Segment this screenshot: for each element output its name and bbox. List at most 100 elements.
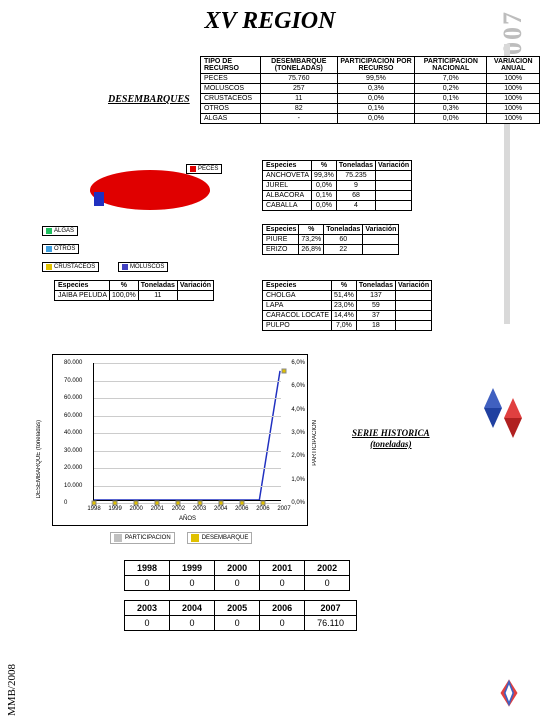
cell: 68 <box>336 191 375 201</box>
chart-gridline <box>94 486 281 487</box>
table-row: 00000 <box>125 576 350 591</box>
cell: JUREL <box>263 181 312 191</box>
legend-label: ALGAS <box>54 228 74 234</box>
chart-marker <box>176 501 181 506</box>
cell: 73,2% <box>299 235 324 245</box>
cell: 60 <box>324 235 363 245</box>
cell: 0,0% <box>312 181 337 191</box>
chart-xtick: 2003 <box>193 506 206 512</box>
chart-gridline <box>94 503 281 504</box>
col-h: % <box>332 281 357 291</box>
legend-label: CRUSTACEOS <box>54 264 95 270</box>
col-h: % <box>312 161 337 171</box>
cell: 75.235 <box>336 171 375 181</box>
cell: 0,1% <box>415 94 487 104</box>
chart-ytick-right: 1,0% <box>291 477 305 483</box>
legend-item: DESEMBARQUE <box>187 532 253 544</box>
legend-swatch <box>114 534 122 542</box>
cell: 0 <box>215 616 260 631</box>
col-h: 2006 <box>260 601 305 616</box>
col-h: Variación <box>177 281 213 291</box>
chart-gridline <box>94 416 281 417</box>
cell: 257 <box>260 84 337 94</box>
table-row: OTROS820,1%0,3%100% <box>201 104 540 114</box>
chart-marker <box>282 369 287 374</box>
chart-ytick-left: 60.000 <box>64 395 82 401</box>
chart-marker <box>134 501 139 506</box>
cell: ALBACORA <box>263 191 312 201</box>
cell <box>376 191 412 201</box>
col-h: 1999 <box>170 561 215 576</box>
cell: 0 <box>260 616 305 631</box>
cell: 100,0% <box>110 291 139 301</box>
desembarque-line <box>94 371 280 500</box>
cell: 100% <box>487 84 540 94</box>
pie-slice <box>94 192 104 206</box>
chart-gridline <box>94 451 281 452</box>
cell: 0 <box>125 616 170 631</box>
cell: 100% <box>487 94 540 104</box>
chart-ytick-right: 3,0% <box>291 430 305 436</box>
col-h: TIPO DE RECURSO <box>201 57 261 74</box>
chart-ytick-left: 80.000 <box>64 360 82 366</box>
chart-marker <box>260 501 265 506</box>
pie-chart <box>90 170 210 220</box>
label-line: (toneladas) <box>370 439 412 449</box>
col-h: VARIACION ANUAL <box>487 57 540 74</box>
cell: 14,4% <box>332 311 357 321</box>
table-row: PECES75.76099,5%7,0%100% <box>201 74 540 84</box>
chart-y-right-label: PARTICIPACION <box>312 420 318 466</box>
chart-xtick: 1999 <box>108 506 121 512</box>
history-table-1: 19981999200020012002 00000 <box>124 560 350 591</box>
especies-table-4: Especies%ToneladasVariación JAIBA PELUDA… <box>54 280 214 301</box>
especies-table-2: Especies%ToneladasVariación ANCHOVETA99,… <box>262 160 412 211</box>
table-row: CARACOL LOCATE14,4%37 <box>263 311 432 321</box>
cell: 0,0% <box>415 114 487 124</box>
cell <box>395 291 431 301</box>
chart-ytick-left: 60.000 <box>64 413 82 419</box>
legend-swatch <box>191 534 199 542</box>
cell: OTROS <box>201 104 261 114</box>
chart-xtick: 2004 <box>214 506 227 512</box>
cell: 99,5% <box>337 74 414 84</box>
chart-ytick-right: 6,0% <box>291 360 305 366</box>
table-row: PIURE73,2%60 <box>263 235 399 245</box>
cell: ANCHOVETA <box>263 171 312 181</box>
table-row: ALGAS-0,0%0,0%100% <box>201 114 540 124</box>
chart-ytick-right: 4,0% <box>291 407 305 413</box>
cell: 0,3% <box>415 104 487 114</box>
col-h: 2001 <box>260 561 305 576</box>
cell <box>363 245 399 255</box>
footer-code: MMB/2008 <box>6 664 18 716</box>
footer-logo-icon <box>492 676 526 710</box>
col-h: Toneladas <box>356 281 395 291</box>
cell: 100% <box>487 74 540 84</box>
chart-gridline <box>94 398 281 399</box>
cell: 100% <box>487 114 540 124</box>
cell: CABALLA <box>263 201 312 211</box>
table-row: MOLUSCOS2570,3%0,2%100% <box>201 84 540 94</box>
legend-swatch <box>46 228 52 234</box>
col-h: Variación <box>395 281 431 291</box>
legend-swatch <box>46 264 52 270</box>
legend-label: DESEMBARQUE <box>202 535 249 541</box>
cell: 26,8% <box>299 245 324 255</box>
table-row: ANCHOVETA99,3%75.235 <box>263 171 412 181</box>
especies-table-3: Especies%ToneladasVariación PIURE73,2%60… <box>262 224 399 255</box>
chart-legend: PARTICIPACION DESEMBARQUE <box>110 532 252 544</box>
cell: 11 <box>260 94 337 104</box>
chart-ytick-right: 0,0% <box>291 500 305 506</box>
col-h: 2000 <box>215 561 260 576</box>
col-h: 1998 <box>125 561 170 576</box>
cell: 0,0% <box>337 114 414 124</box>
chart-ytick-left: 10.000 <box>64 483 82 489</box>
chart-ytick-left: 0 <box>64 500 67 506</box>
col-h: Variación <box>376 161 412 171</box>
main-table: TIPO DE RECURSO DESEMBARQUE (TONELADAS) … <box>200 56 540 124</box>
col-h: Especies <box>263 281 332 291</box>
especies-table-5: Especies%ToneladasVariación CHOLGA51,4%1… <box>262 280 432 331</box>
col-h: PARTICIPACION POR RECURSO <box>337 57 414 74</box>
col-h: Especies <box>263 225 299 235</box>
table-row: CABALLA0,0%4 <box>263 201 412 211</box>
page-title: XV REGION <box>0 0 540 39</box>
